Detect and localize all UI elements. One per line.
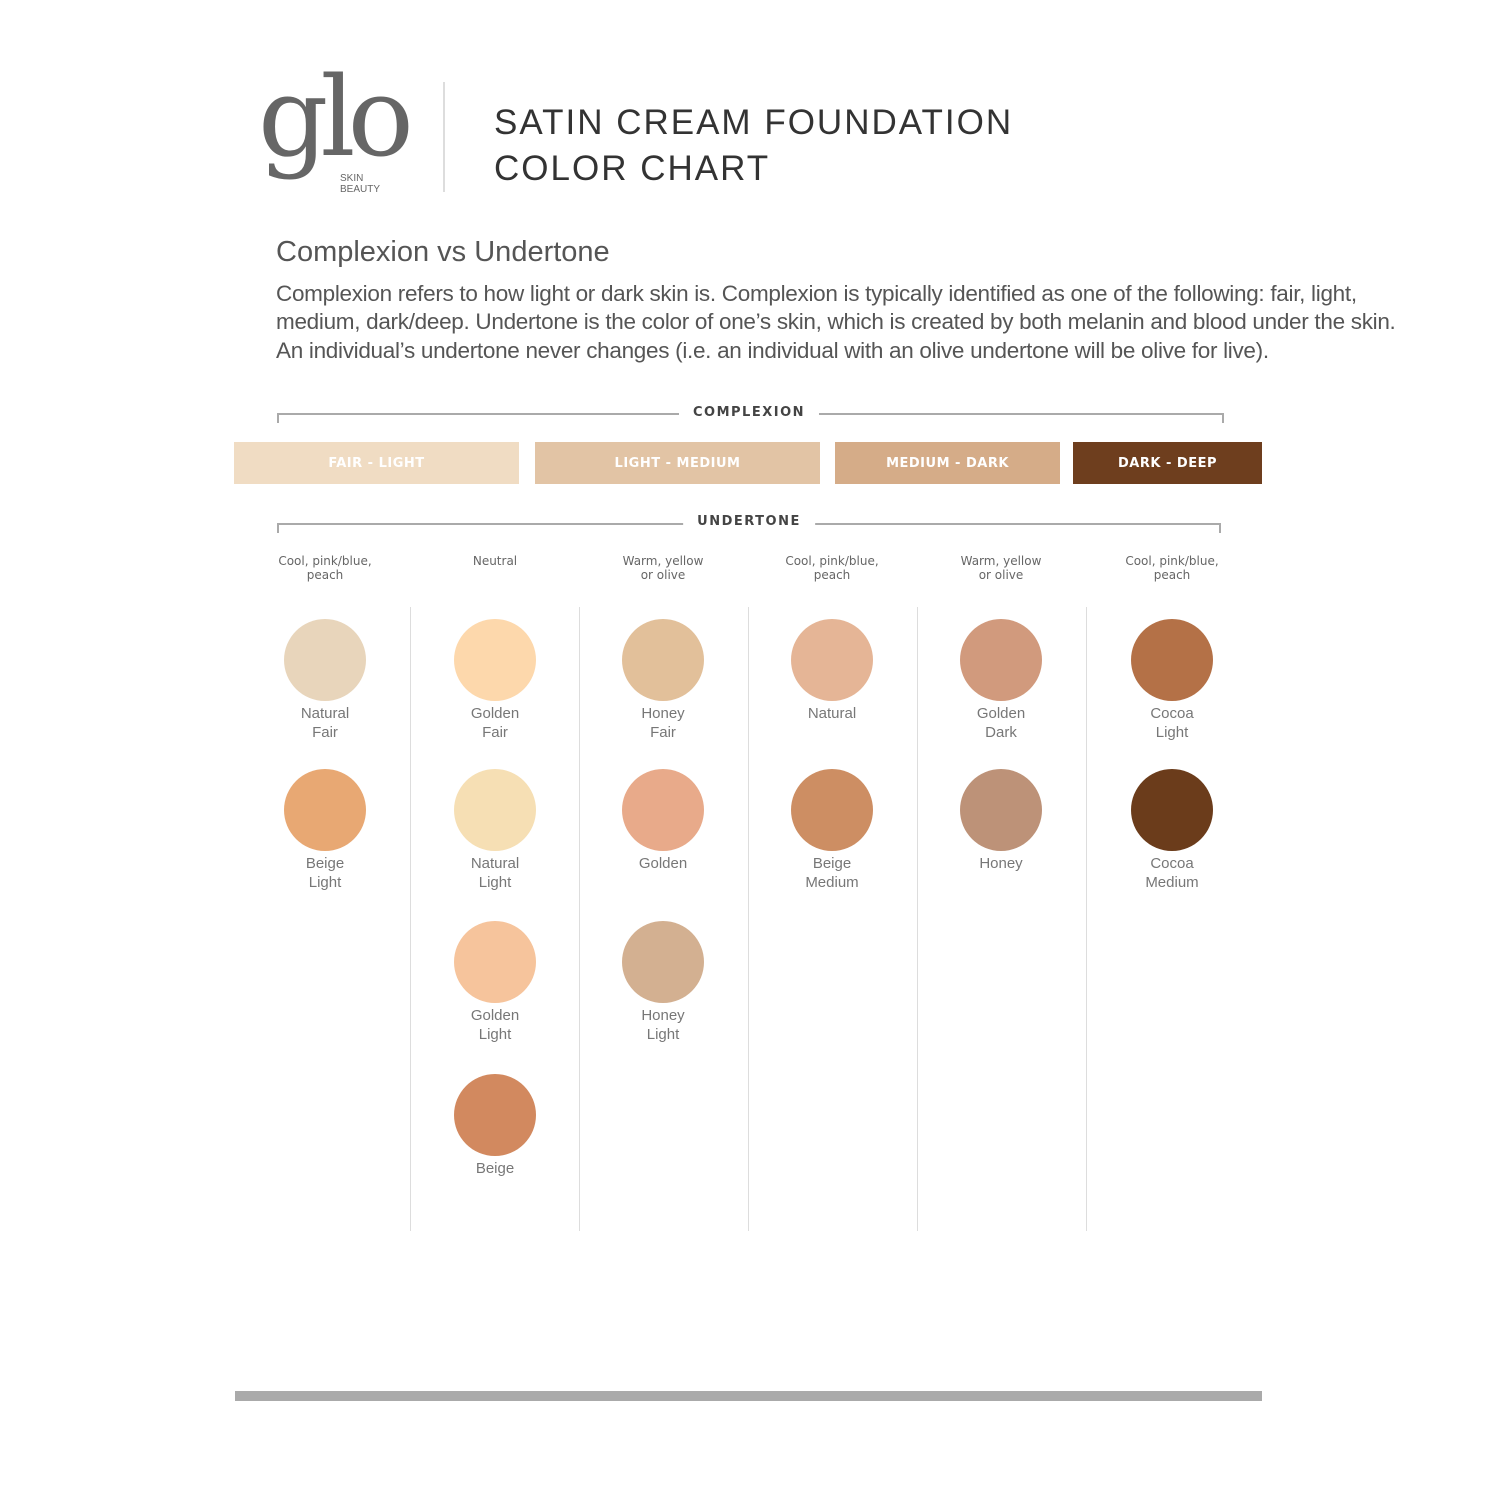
undertone-label: Warm, yellow or olive bbox=[622, 554, 704, 582]
shade-name: Golden bbox=[638, 855, 688, 872]
shade-swatch bbox=[960, 619, 1042, 701]
column-divider bbox=[917, 607, 918, 1231]
column-divider bbox=[579, 607, 580, 1231]
logo-sub-skin: SKIN bbox=[340, 173, 364, 184]
page-title: SATIN CREAM FOUNDATION COLOR CHART bbox=[494, 100, 1013, 192]
undertone-label: Warm, yellow or olive bbox=[960, 554, 1042, 582]
undertone-label: UNDERTONE bbox=[683, 514, 815, 529]
shade-name: Beige Light bbox=[305, 855, 345, 891]
shade-name: Honey bbox=[979, 855, 1023, 872]
shade-swatch bbox=[454, 619, 536, 701]
complexion-label: COMPLEXION bbox=[678, 405, 820, 420]
shade-name: Natural bbox=[807, 705, 857, 722]
shade-swatch bbox=[960, 769, 1042, 851]
shade-swatch bbox=[284, 769, 366, 851]
shade-name: Cocoa Light bbox=[1150, 705, 1194, 741]
complexion-bar: LIGHT - MEDIUM bbox=[535, 442, 820, 484]
logo-sub-beauty: BEAUTY bbox=[340, 184, 381, 195]
glo-logo: glo bbox=[258, 53, 414, 181]
description: Complexion refers to how light or dark s… bbox=[276, 281, 1396, 363]
shade-swatch bbox=[622, 619, 704, 701]
shade-swatch bbox=[622, 921, 704, 1003]
logo-subtitle: SKIN BEAUTY bbox=[340, 173, 380, 195]
undertone-label: Neutral bbox=[472, 554, 518, 568]
shade-name: Golden Fair bbox=[470, 705, 520, 741]
shade-name: Golden Light bbox=[470, 1007, 520, 1043]
undertone-label: Cool, pink/blue, peach bbox=[1125, 554, 1219, 582]
column-divider bbox=[410, 607, 411, 1231]
complexion-bar: DARK - DEEP bbox=[1073, 442, 1262, 484]
column-divider bbox=[1086, 607, 1087, 1231]
complexion-bar: MEDIUM - DARK bbox=[835, 442, 1060, 484]
shade-name: Natural Fair bbox=[300, 705, 350, 741]
shade-swatch bbox=[284, 619, 366, 701]
complexion-bar: FAIR - LIGHT bbox=[234, 442, 519, 484]
title-line-2: COLOR CHART bbox=[494, 149, 771, 188]
title-line-1: SATIN CREAM FOUNDATION bbox=[494, 103, 1014, 142]
section-heading: Complexion vs Undertone bbox=[276, 236, 610, 268]
shade-name: Cocoa Medium bbox=[1145, 855, 1199, 891]
shade-swatch bbox=[454, 921, 536, 1003]
shade-swatch bbox=[622, 769, 704, 851]
column-divider bbox=[748, 607, 749, 1231]
footer-bar bbox=[235, 1391, 1262, 1401]
undertone-label: Cool, pink/blue, peach bbox=[278, 554, 372, 582]
shade-name: Natural Light bbox=[470, 855, 520, 891]
shade-swatch bbox=[1131, 619, 1213, 701]
shade-swatch bbox=[791, 619, 873, 701]
shade-name: Honey Light bbox=[641, 1007, 685, 1043]
shade-name: Golden Dark bbox=[976, 705, 1026, 741]
shade-swatch bbox=[1131, 769, 1213, 851]
shade-name: Beige bbox=[475, 1160, 515, 1177]
shade-swatch bbox=[791, 769, 873, 851]
undertone-label: Cool, pink/blue, peach bbox=[785, 554, 879, 582]
shade-swatch bbox=[454, 1074, 536, 1156]
header-divider bbox=[443, 82, 445, 192]
shade-swatch bbox=[454, 769, 536, 851]
shade-name: Honey Fair bbox=[641, 705, 685, 741]
shade-name: Beige Medium bbox=[805, 855, 859, 891]
